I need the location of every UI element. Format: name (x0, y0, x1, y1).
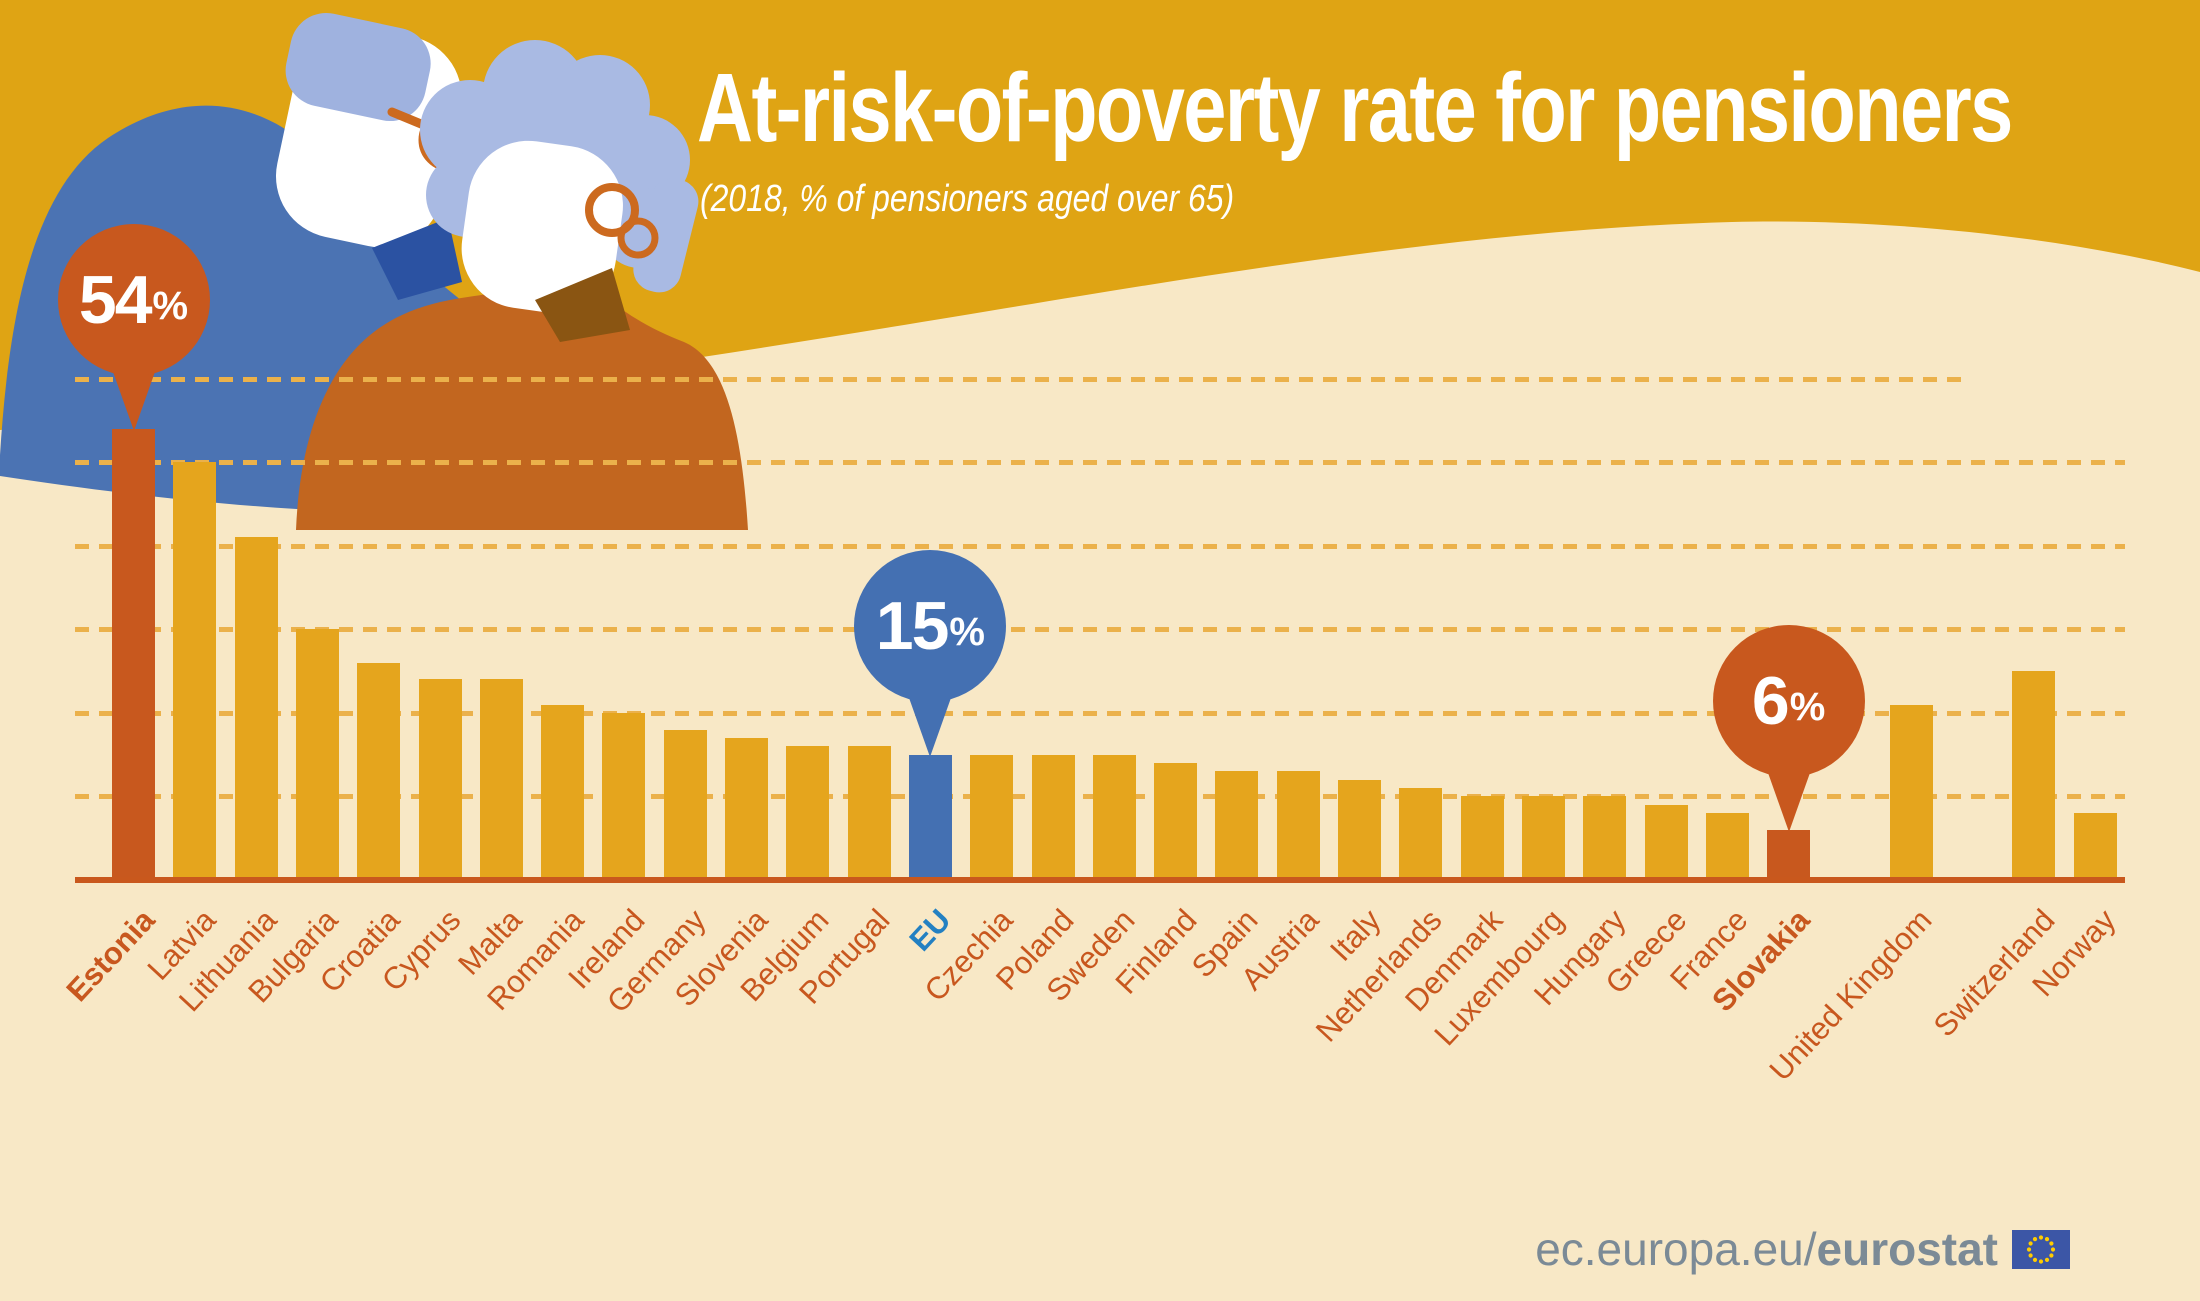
bar-sweden (1092, 754, 1136, 880)
gridline-20 (75, 710, 2125, 716)
page-title: At-risk-of-poverty rate for pensioners (697, 53, 2013, 162)
callout-bubble-tail (111, 368, 156, 431)
callout-unit: % (949, 610, 985, 655)
callout-bubble-estonia: 54% (57, 223, 210, 376)
axis-label-united-kingdom: United Kingdom (1762, 902, 1939, 1088)
bar-netherlands (1399, 788, 1443, 880)
bar-hungary (1583, 796, 1627, 880)
bar-united-kingdom (1889, 704, 1933, 880)
bar-ireland (602, 712, 646, 880)
bar-denmark (1460, 796, 1504, 880)
woman-neck-shadow (535, 268, 630, 342)
bar-spain (1215, 771, 1259, 880)
callout-unit: % (152, 284, 189, 329)
bar-latvia (173, 462, 217, 880)
bar-slovakia (1767, 829, 1811, 880)
bar-portugal (847, 746, 891, 880)
callout-value: 54 (78, 261, 153, 338)
gridline-50 (75, 460, 2125, 466)
bar-cyprus (418, 679, 462, 880)
callout-bubble-tail (1766, 769, 1811, 832)
callout-bubble-tail (908, 694, 953, 757)
callout-value: 6 (1751, 662, 1790, 739)
gridline-30 (75, 627, 2125, 633)
bar-france (1705, 813, 1749, 880)
bar-norway (2073, 813, 2117, 880)
bar-belgium (786, 746, 830, 880)
callout-bubble-slovakia: 6% (1712, 624, 1865, 777)
bar-italy (1338, 779, 1381, 880)
bar-luxembourg (1521, 796, 1565, 880)
header-illustration (0, 0, 2200, 530)
man-head (275, 12, 462, 248)
footer: ec.europa.eu/eurostat (1535, 1222, 2070, 1276)
bar-malta (479, 679, 523, 880)
x-axis-line (75, 877, 2125, 883)
footer-url-prefix: ec.europa.eu/ (1535, 1223, 1817, 1275)
bar-switzerland (2012, 671, 2056, 880)
bar-czechia (970, 754, 1014, 880)
woman-face (461, 140, 623, 314)
bar-germany (663, 729, 707, 880)
bar-croatia (357, 662, 401, 880)
callout-unit: % (1789, 685, 1826, 730)
gridline-60 (75, 376, 1970, 382)
eu-flag-icon (2012, 1229, 2070, 1269)
bar-slovenia (725, 737, 768, 880)
bar-bulgaria (295, 629, 339, 880)
bar-austria (1276, 771, 1320, 880)
bar-lithuania (234, 537, 278, 880)
footer-url-eurostat: eurostat (1816, 1223, 1998, 1275)
callout-value: 15 (875, 587, 950, 664)
page-subtitle: (2018, % of pensioners aged over 65) (700, 178, 1235, 220)
bar-eu (908, 754, 952, 880)
footer-url: ec.europa.eu/eurostat (1535, 1222, 1998, 1276)
bar-estonia (112, 428, 155, 880)
woman-collar (633, 178, 699, 293)
bar-greece (1644, 804, 1688, 880)
bar-romania (541, 704, 585, 880)
callout-bubble-eu: 15% (854, 549, 1007, 702)
bar-poland (1031, 754, 1075, 880)
gridline-40 (75, 543, 2125, 549)
woman-glasses-icon (585, 183, 659, 259)
bar-finland (1154, 763, 1198, 880)
man-neck-shadow (372, 218, 462, 300)
